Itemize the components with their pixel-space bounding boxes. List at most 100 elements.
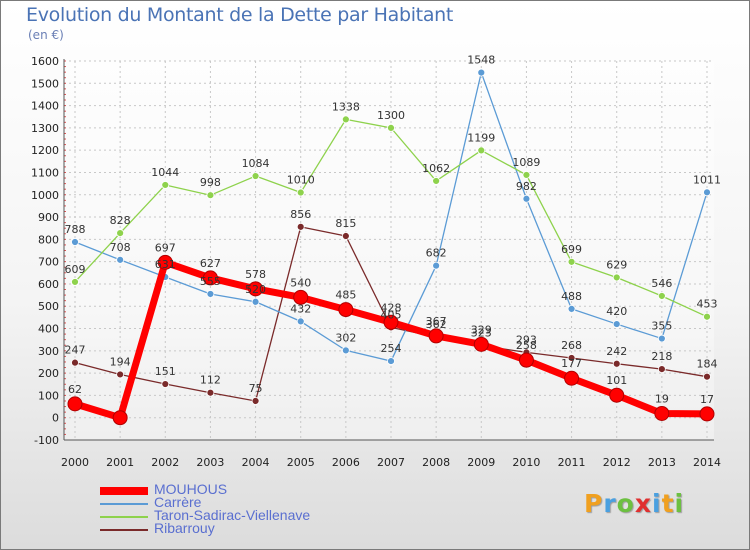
- data-label: 19: [655, 392, 669, 405]
- data-point: [112, 410, 128, 426]
- data-label: 815: [335, 217, 356, 230]
- logo-letter: o: [616, 489, 635, 518]
- data-point: [341, 115, 350, 124]
- data-point: [657, 365, 666, 374]
- data-point: [296, 188, 305, 197]
- data-label: 1199: [467, 131, 495, 144]
- data-label: 177: [561, 357, 582, 370]
- data-label: 520: [245, 283, 266, 296]
- data-point: [202, 270, 218, 286]
- data-label: 788: [65, 223, 86, 236]
- data-label: 420: [606, 305, 627, 318]
- data-point: [567, 354, 576, 362]
- data-label: 329: [471, 323, 492, 336]
- data-point: [564, 370, 580, 386]
- data-label: 184: [697, 358, 718, 371]
- data-label: 828: [110, 214, 131, 227]
- x-tick-label: 2014: [693, 456, 721, 469]
- data-label: 112: [200, 374, 221, 387]
- data-label: 453: [697, 298, 718, 311]
- x-tick-label: 2001: [106, 456, 134, 469]
- data-label: 1089: [512, 156, 540, 169]
- data-point: [161, 380, 170, 388]
- legend-swatch: [100, 516, 148, 518]
- legend-swatch: [100, 487, 148, 495]
- data-label: 293: [516, 333, 537, 346]
- data-label: 1548: [467, 54, 495, 67]
- logo-letter: r: [603, 489, 617, 518]
- data-point: [699, 406, 715, 422]
- data-label: 699: [561, 243, 582, 256]
- data-point: [703, 188, 711, 197]
- data-point: [432, 177, 441, 185]
- data-point: [71, 278, 79, 286]
- data-label: 254: [381, 342, 402, 355]
- y-tick-label: 700: [38, 256, 59, 269]
- data-point: [296, 317, 305, 326]
- data-point: [612, 359, 621, 368]
- data-label: 17: [700, 393, 714, 406]
- data-label: 151: [155, 365, 176, 378]
- logo-letter: i: [674, 489, 685, 518]
- data-label: 247: [65, 344, 86, 357]
- data-label: 1011: [693, 173, 721, 186]
- data-point: [116, 370, 125, 379]
- data-label: 631: [155, 258, 176, 271]
- x-tick-label: 2006: [332, 456, 360, 469]
- data-point: [477, 146, 486, 155]
- data-label: 627: [200, 257, 221, 270]
- series: [67, 68, 715, 426]
- data-label: 708: [110, 241, 131, 254]
- y-tick-label: 0: [52, 412, 59, 425]
- data-label: 555: [200, 275, 221, 288]
- data-label: 101: [606, 374, 627, 387]
- y-tick-label: 1500: [31, 77, 59, 90]
- logo-letter: t: [661, 489, 675, 518]
- data-point: [612, 320, 621, 328]
- data-label: 62: [68, 383, 82, 396]
- data-point: [518, 352, 534, 368]
- data-label: 546: [651, 277, 672, 290]
- data-point: [522, 171, 531, 179]
- data-point: [477, 68, 486, 77]
- data-point: [71, 358, 79, 367]
- data-point: [251, 172, 260, 180]
- data-point: [609, 387, 625, 403]
- data-point: [206, 388, 215, 397]
- chart-subtitle: (en €): [28, 28, 64, 42]
- y-tick-label: 600: [38, 278, 59, 291]
- data-point: [71, 238, 79, 246]
- legend-swatch: [100, 503, 148, 505]
- data-label: 1044: [151, 166, 179, 179]
- data-label: 697: [155, 241, 176, 254]
- y-tick-label: 1100: [31, 166, 59, 179]
- data-point: [387, 123, 395, 132]
- data-point: [567, 305, 576, 313]
- plot-area: [64, 61, 714, 440]
- data-label: 75: [249, 382, 263, 395]
- x-tick-label: 2012: [603, 456, 631, 469]
- data-point: [157, 254, 173, 270]
- data-label: 488: [561, 290, 582, 303]
- data-label: 323: [471, 327, 492, 340]
- x-tick-label: 2010: [512, 456, 540, 469]
- data-label: 1300: [377, 109, 405, 122]
- data-point: [296, 222, 305, 231]
- y-tick-label: 100: [38, 389, 59, 402]
- y-tick-label: 400: [38, 323, 59, 336]
- data-point: [338, 302, 354, 318]
- data-point: [293, 289, 309, 305]
- data-point: [567, 257, 576, 266]
- logo-letter: x: [634, 489, 652, 518]
- data-labels: 62 697 627 578 540 485 428 367 329 258 177 101 19 17 7…: [65, 54, 722, 406]
- logo-letter: P: [584, 489, 604, 518]
- data-label: 405: [381, 308, 402, 321]
- data-point: [432, 261, 441, 270]
- data-label: 629: [606, 258, 627, 271]
- data-point: [116, 255, 125, 264]
- x-tick-label: 2007: [377, 456, 405, 469]
- data-label: 998: [200, 176, 221, 189]
- data-label: 258: [516, 339, 537, 352]
- data-point: [341, 346, 350, 355]
